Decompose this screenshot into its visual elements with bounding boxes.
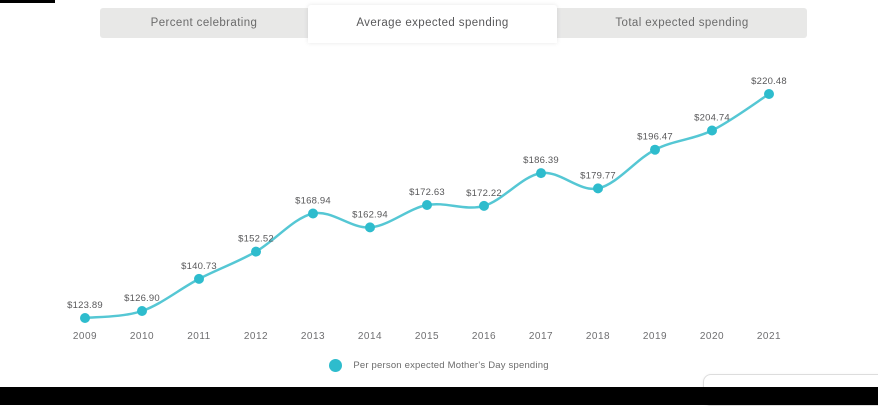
data-point-2015[interactable]: [422, 200, 432, 210]
x-tick-label: 2014: [358, 331, 382, 342]
tab-average-expected-spending[interactable]: Average expected spending: [308, 5, 557, 43]
data-point-2020[interactable]: [707, 125, 717, 136]
data-label: $220.48: [751, 76, 787, 87]
bottom-black-bar: [0, 387, 878, 405]
x-tick-label: 2012: [244, 331, 268, 342]
data-label: $179.77: [580, 170, 616, 181]
x-tick-label: 2015: [415, 331, 439, 342]
data-label: $126.90: [124, 293, 160, 304]
x-tick-label: 2016: [472, 331, 496, 342]
data-label: $172.63: [409, 187, 445, 198]
data-point-2017[interactable]: [536, 168, 546, 179]
data-point-2019[interactable]: [650, 144, 660, 155]
x-tick-label: 2010: [130, 331, 154, 342]
x-tick-label: 2013: [301, 331, 325, 342]
x-tick-label: 2021: [757, 331, 781, 342]
x-tick-label: 2011: [187, 331, 211, 342]
data-point-2018[interactable]: [593, 183, 603, 194]
data-label: $168.94: [295, 196, 331, 207]
tab-total-expected-spending[interactable]: Total expected spending: [557, 8, 807, 38]
x-tick-label: 2018: [586, 331, 610, 342]
data-point-2011[interactable]: [194, 273, 204, 284]
data-point-2012[interactable]: [251, 246, 261, 257]
x-tick-label: 2020: [700, 331, 724, 342]
x-tick-label: 2019: [643, 331, 667, 342]
x-tick-label: 2017: [529, 331, 553, 342]
data-point-2014[interactable]: [365, 222, 375, 233]
tab-percent-celebrating[interactable]: Percent celebrating: [100, 8, 308, 38]
legend-marker-icon: [329, 359, 343, 372]
x-tick-label: 2009: [73, 331, 97, 342]
data-point-2009[interactable]: [80, 313, 90, 323]
data-point-2021[interactable]: [764, 89, 774, 99]
data-label: $186.39: [523, 155, 559, 166]
legend: Per person expected Mother's Day spendin…: [0, 359, 878, 372]
data-label: $196.47: [637, 132, 673, 143]
data-point-2010[interactable]: [137, 306, 147, 316]
legend-label: Per person expected Mother's Day spendin…: [353, 360, 549, 371]
data-label: $204.74: [694, 113, 730, 124]
data-label: $123.89: [67, 300, 103, 311]
chart-tabs: Percent celebrating Average expected spen…: [100, 5, 807, 43]
top-left-black-strip: [0, 0, 55, 3]
data-label: $152.52: [238, 234, 274, 245]
data-label: $162.94: [352, 209, 388, 220]
data-point-2013[interactable]: [308, 208, 318, 219]
data-label: $172.22: [466, 188, 502, 199]
data-point-2016[interactable]: [479, 200, 489, 211]
data-label: $140.73: [181, 261, 217, 272]
